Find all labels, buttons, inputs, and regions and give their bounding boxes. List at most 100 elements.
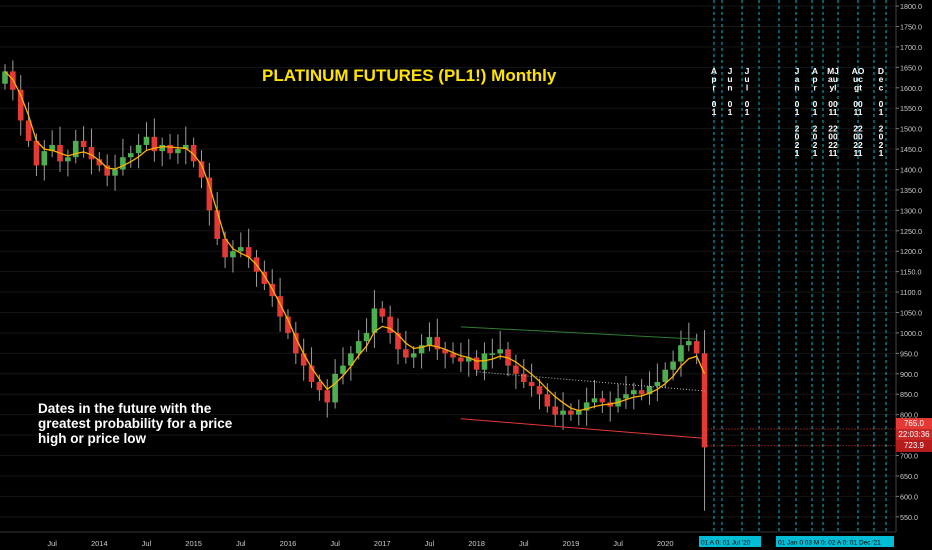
candle-body: [560, 410, 566, 415]
future-date-label: 1: [728, 107, 733, 117]
y-tick-label: 1700.0: [900, 43, 922, 52]
candle-body: [25, 120, 32, 141]
candle-body: [159, 144, 165, 152]
candle-body: [646, 386, 653, 395]
candle-body: [465, 357, 472, 362]
future-date-label: 2: [795, 123, 800, 133]
candle-body: [434, 337, 441, 350]
future-date-label: c: [879, 82, 884, 92]
future-date-label: 0: [728, 99, 733, 109]
candle-body: [222, 238, 228, 258]
future-date-label: 00: [828, 132, 838, 142]
future-date-label: 2: [879, 123, 884, 133]
candle-body: [363, 332, 370, 342]
candle-body: [151, 136, 158, 152]
candle-body: [190, 144, 197, 162]
future-date-label: au: [828, 74, 838, 84]
future-date-label: n: [794, 82, 799, 92]
future-date-label: J: [728, 66, 733, 76]
moving-average-line: [4, 70, 706, 412]
future-date-label: 1: [795, 107, 800, 117]
candle-body: [245, 247, 252, 258]
candle-body: [568, 410, 574, 415]
candle-body: [293, 332, 299, 354]
candle-body: [536, 386, 543, 395]
candle-body: [418, 345, 425, 354]
candle-body: [96, 159, 103, 166]
candle-body: [583, 402, 590, 411]
future-date-label: 11: [854, 107, 863, 117]
candle-body: [678, 345, 684, 362]
candle-body: [88, 147, 95, 160]
candle-body: [72, 140, 79, 158]
future-date-label: 22: [853, 140, 863, 150]
candle-body: [410, 353, 417, 358]
future-date-label: 11: [829, 148, 838, 158]
future-date-label: 0: [879, 132, 884, 142]
date-range-box: [776, 536, 894, 547]
future-date-label: 1: [813, 148, 818, 158]
candle-body: [285, 316, 291, 333]
candle-body: [513, 365, 519, 374]
future-date-label: 2: [813, 140, 818, 150]
candle-body: [623, 394, 629, 399]
date-range-box: [699, 536, 761, 547]
candle-body: [387, 316, 393, 333]
candle-body: [654, 381, 661, 387]
future-date-label: 00: [828, 99, 838, 109]
future-date-label: 1: [879, 148, 884, 158]
candle-body: [80, 140, 87, 148]
x-tick-label: 2017: [374, 539, 391, 548]
future-date-label: AO: [852, 66, 865, 76]
candle-body: [591, 398, 598, 403]
candle-body: [104, 165, 110, 176]
future-date-label: 11: [854, 148, 863, 158]
candle-body: [544, 394, 551, 407]
candle-body: [135, 144, 142, 154]
future-date-label: 1: [813, 107, 818, 117]
candle-body: [686, 341, 692, 346]
y-tick-label: 1450.0: [900, 145, 922, 154]
y-tick-label: 1300.0: [900, 206, 922, 215]
y-tick-label: 900.0: [900, 370, 918, 379]
candle-body: [631, 390, 637, 395]
x-tick-label: Jul: [330, 539, 340, 548]
future-date-label: 1: [745, 107, 750, 117]
future-date-label: A: [711, 66, 717, 76]
future-date-label: r: [712, 82, 716, 92]
candle-body: [599, 398, 606, 403]
future-date-label: 22: [828, 140, 838, 150]
candle-body: [2, 71, 8, 84]
date-range-box-label: 01 Jan 0 03 M 0: 02 A 0: 01 Dec '21: [778, 540, 881, 547]
annotation-text: Dates in the future with the greatest pr…: [38, 401, 233, 446]
future-date-label: 0: [813, 99, 818, 109]
candle-body: [277, 296, 283, 317]
future-date-label: yl: [829, 82, 836, 92]
x-tick-label: Jul: [142, 539, 152, 548]
future-date-label: 22: [853, 123, 863, 133]
future-date-label: A: [812, 66, 818, 76]
candle-body: [575, 410, 582, 415]
candle-body: [371, 308, 378, 333]
lower-trendline: [460, 418, 705, 439]
candle-body: [473, 357, 480, 370]
future-date-label: 2: [795, 140, 800, 150]
candle-body: [662, 369, 669, 382]
future-date-label: uc: [853, 74, 863, 84]
countdown-tag: 22:03:36: [896, 429, 932, 441]
candle-body: [33, 140, 40, 166]
future-date-label: 1: [879, 107, 884, 117]
future-date-label: 00: [853, 132, 863, 142]
candle-body: [167, 144, 173, 154]
y-tick-label: 1750.0: [900, 22, 922, 31]
x-tick-label: 2016: [280, 539, 297, 548]
future-date-label: a: [795, 74, 800, 84]
y-tick-label: 650.0: [900, 472, 918, 481]
future-date-label: u: [727, 74, 732, 84]
future-date-label: 0: [813, 132, 818, 142]
dotted-trendline: [476, 371, 705, 392]
y-axis-panel: [896, 0, 932, 550]
last-price-tag: 765.0: [896, 418, 932, 430]
candle-body: [693, 341, 700, 354]
